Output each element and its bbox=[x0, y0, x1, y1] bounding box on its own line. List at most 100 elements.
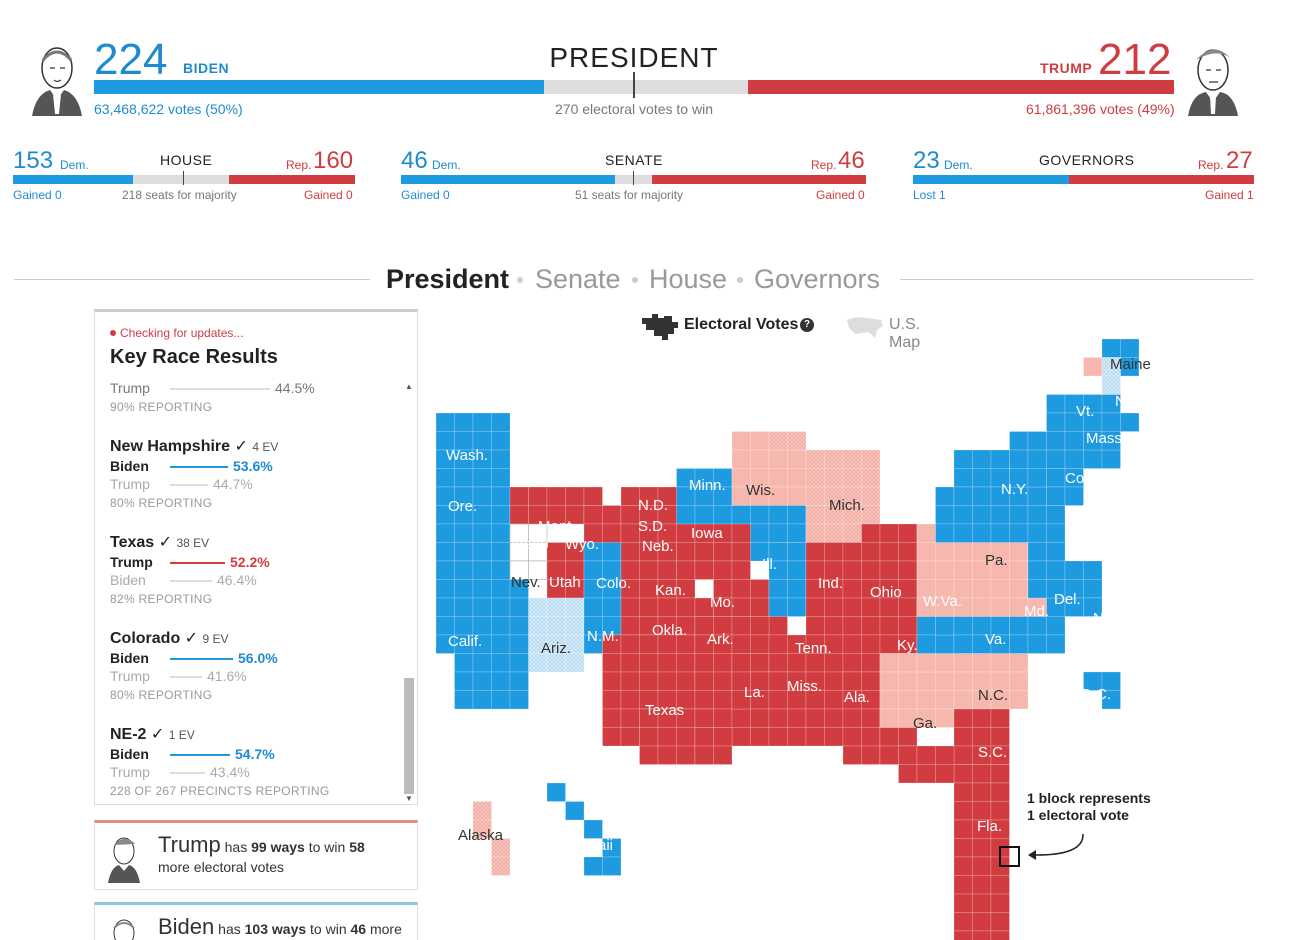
electoral-block[interactable] bbox=[1009, 431, 1029, 451]
electoral-block[interactable] bbox=[454, 542, 474, 562]
race-item[interactable]: NE-2 ✓ 1 EV Biden 54.7% Trump 43.4% 228 OF 26… bbox=[110, 724, 370, 798]
electoral-block[interactable] bbox=[787, 708, 807, 728]
electoral-block[interactable] bbox=[602, 727, 622, 747]
electoral-block[interactable] bbox=[861, 449, 881, 469]
electoral-block[interactable] bbox=[472, 579, 492, 599]
electoral-block[interactable] bbox=[1027, 449, 1047, 469]
electoral-block[interactable] bbox=[491, 523, 511, 543]
electoral-block[interactable] bbox=[509, 671, 529, 691]
electoral-block[interactable] bbox=[879, 634, 899, 654]
electoral-block[interactable] bbox=[435, 560, 455, 580]
electoral-block[interactable] bbox=[1101, 690, 1121, 710]
electoral-block[interactable] bbox=[509, 653, 529, 673]
electoral-block[interactable] bbox=[1027, 505, 1047, 525]
electoral-block[interactable] bbox=[750, 616, 770, 636]
electoral-block[interactable] bbox=[491, 690, 511, 710]
electoral-block[interactable] bbox=[509, 597, 529, 617]
electoral-block[interactable] bbox=[805, 505, 825, 525]
electoral-block[interactable] bbox=[953, 505, 973, 525]
electoral-block[interactable] bbox=[787, 597, 807, 617]
electoral-block[interactable] bbox=[842, 560, 862, 580]
electoral-block[interactable] bbox=[861, 634, 881, 654]
electoral-block[interactable] bbox=[1027, 468, 1047, 488]
electoral-block[interactable] bbox=[935, 486, 955, 506]
electoral-block[interactable] bbox=[990, 930, 1010, 940]
electoral-block[interactable] bbox=[565, 597, 585, 617]
electoral-block[interactable] bbox=[491, 579, 511, 599]
electoral-block[interactable] bbox=[1046, 468, 1066, 488]
electoral-block[interactable] bbox=[990, 893, 1010, 913]
help-icon[interactable]: ? bbox=[800, 318, 814, 332]
electoral-block[interactable] bbox=[990, 764, 1010, 784]
electoral-block[interactable] bbox=[602, 708, 622, 728]
electoral-block[interactable] bbox=[491, 634, 511, 654]
electoral-block[interactable] bbox=[1027, 579, 1047, 599]
electoral-block[interactable] bbox=[990, 653, 1010, 673]
electoral-block[interactable] bbox=[953, 819, 973, 839]
electoral-block[interactable] bbox=[694, 560, 714, 580]
electoral-block[interactable] bbox=[972, 449, 992, 469]
electoral-block[interactable] bbox=[620, 690, 640, 710]
electoral-block[interactable] bbox=[1027, 634, 1047, 654]
electoral-block[interactable] bbox=[1046, 560, 1066, 580]
electoral-block[interactable] bbox=[1083, 597, 1103, 617]
electoral-block[interactable] bbox=[898, 616, 918, 636]
electoral-block[interactable] bbox=[990, 782, 1010, 802]
electoral-block[interactable] bbox=[676, 560, 696, 580]
electoral-block[interactable] bbox=[583, 486, 603, 506]
electoral-block[interactable] bbox=[546, 616, 566, 636]
electoral-block[interactable] bbox=[824, 542, 844, 562]
electoral-block[interactable] bbox=[935, 690, 955, 710]
electoral-block[interactable] bbox=[935, 745, 955, 765]
electoral-block[interactable] bbox=[694, 542, 714, 562]
electoral-block[interactable] bbox=[879, 542, 899, 562]
electoral-block[interactable] bbox=[491, 671, 511, 691]
electoral-block[interactable] bbox=[713, 560, 733, 580]
electoral-block[interactable] bbox=[620, 616, 640, 636]
electoral-block[interactable] bbox=[787, 727, 807, 747]
electoral-block[interactable] bbox=[787, 431, 807, 451]
electoral-block[interactable] bbox=[602, 523, 622, 543]
scroll-up-icon[interactable]: ▲ bbox=[405, 382, 413, 391]
electoral-block[interactable] bbox=[676, 597, 696, 617]
electoral-block[interactable] bbox=[824, 727, 844, 747]
electoral-block[interactable] bbox=[768, 727, 788, 747]
electoral-block[interactable] bbox=[768, 597, 788, 617]
electoral-block[interactable] bbox=[694, 708, 714, 728]
electoral-block[interactable] bbox=[1083, 449, 1103, 469]
electoral-block[interactable] bbox=[1027, 431, 1047, 451]
electoral-block[interactable] bbox=[713, 727, 733, 747]
electoral-block[interactable] bbox=[546, 782, 566, 802]
electoral-block[interactable] bbox=[935, 616, 955, 636]
electoral-block[interactable] bbox=[842, 671, 862, 691]
electoral-block[interactable] bbox=[731, 523, 751, 543]
electoral-block[interactable] bbox=[639, 727, 659, 747]
electoral-block[interactable] bbox=[787, 468, 807, 488]
electoral-block[interactable] bbox=[842, 542, 862, 562]
electoral-block[interactable] bbox=[565, 486, 585, 506]
scrollbar[interactable]: ▲ ▼ bbox=[403, 382, 415, 803]
electoral-block[interactable] bbox=[824, 708, 844, 728]
electoral-block[interactable] bbox=[676, 542, 696, 562]
electoral-block[interactable] bbox=[1046, 616, 1066, 636]
electoral-block[interactable] bbox=[602, 671, 622, 691]
electoral-block[interactable] bbox=[842, 579, 862, 599]
electoral-block[interactable] bbox=[676, 745, 696, 765]
electoral-block[interactable] bbox=[509, 505, 529, 525]
electoral-block[interactable] bbox=[583, 505, 603, 525]
electoral-block[interactable] bbox=[953, 764, 973, 784]
electoral-block[interactable] bbox=[879, 745, 899, 765]
electoral-block[interactable] bbox=[879, 671, 899, 691]
electoral-block[interactable] bbox=[1027, 542, 1047, 562]
electoral-block[interactable] bbox=[491, 468, 511, 488]
electoral-block[interactable] bbox=[1009, 690, 1029, 710]
electoral-block[interactable] bbox=[861, 616, 881, 636]
electoral-block[interactable] bbox=[953, 875, 973, 895]
electoral-block[interactable] bbox=[750, 653, 770, 673]
electoral-block[interactable] bbox=[953, 486, 973, 506]
electoral-block[interactable] bbox=[713, 505, 733, 525]
electoral-block[interactable] bbox=[491, 616, 511, 636]
electoral-block[interactable] bbox=[861, 542, 881, 562]
electoral-block[interactable] bbox=[435, 542, 455, 562]
electoral-block[interactable] bbox=[972, 486, 992, 506]
